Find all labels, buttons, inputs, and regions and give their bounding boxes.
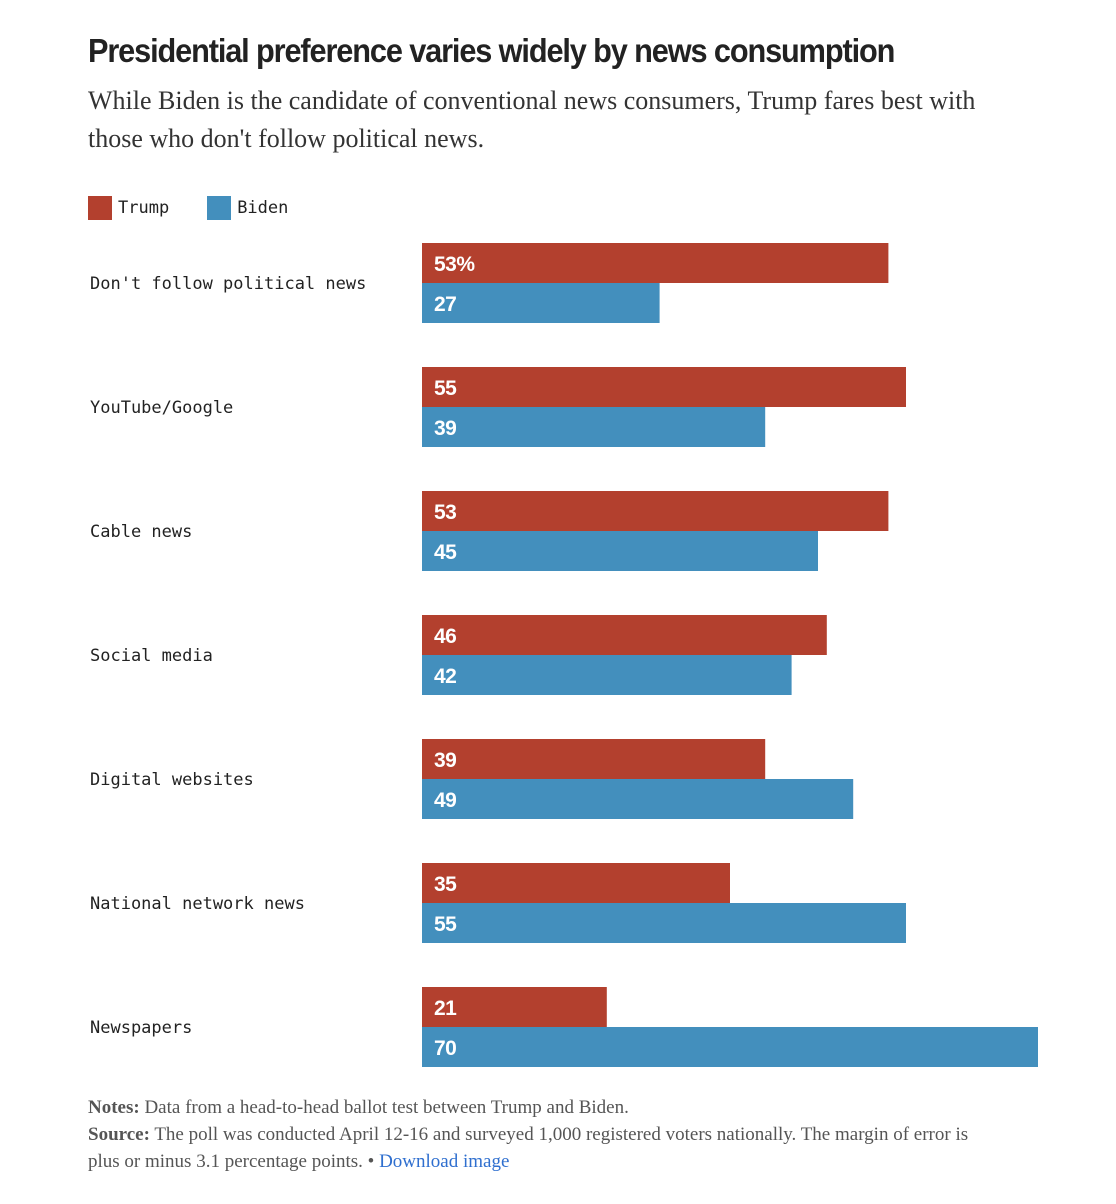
- source-line: Source: The poll was conducted April 12-…: [88, 1121, 988, 1175]
- chart-title: Presidential preference varies widely by…: [88, 32, 895, 69]
- notes-text: Data from a head-to-head ballot test bet…: [139, 1097, 629, 1118]
- value-label-biden-national-network-news: 55: [434, 913, 457, 936]
- bar-biden-cable-news: [422, 531, 818, 571]
- category-label-youtube-google: YouTube/Google: [90, 398, 233, 418]
- bar-trump-newspapers: [422, 987, 607, 1027]
- value-label-biden-newspapers: 70: [434, 1037, 456, 1060]
- category-label-national-network-news: National network news: [90, 894, 305, 914]
- notes-line: Notes: Data from a head-to-head ballot t…: [88, 1094, 988, 1121]
- legend-label-biden: Biden: [237, 198, 289, 218]
- bar-biden-newspapers: [422, 1027, 1038, 1067]
- value-label-biden-don-t-follow-political-news: 27: [434, 293, 456, 316]
- value-label-biden-cable-news: 45: [434, 541, 457, 564]
- download-image-link[interactable]: Download image: [379, 1151, 510, 1172]
- value-label-biden-digital-websites: 49: [434, 789, 456, 812]
- category-label-cable-news: Cable news: [90, 522, 192, 542]
- source-text: The poll was conducted April 12-16 and s…: [88, 1124, 969, 1172]
- bar-chart: Don't follow political news 53% 27 YouTube/…: [90, 243, 1038, 1067]
- value-label-biden-youtube-google: 39: [434, 417, 456, 440]
- category-label-digital-websites: Digital websites: [90, 770, 254, 790]
- legend: Trump Biden: [88, 196, 326, 220]
- bar-trump-national-network-news: [422, 863, 730, 903]
- bar-biden-youtube-google: [422, 407, 766, 447]
- notes-label: Notes:: [88, 1097, 140, 1118]
- value-label-trump-digital-websites: 39: [434, 749, 456, 772]
- value-label-trump-don-t-follow-political-news: 53%: [434, 253, 475, 276]
- legend-item-biden: Biden: [207, 196, 288, 220]
- bar-biden-don-t-follow-political-news: [422, 283, 660, 323]
- bar-trump-youtube-google: [422, 367, 906, 407]
- bar-trump-digital-websites: [422, 739, 766, 779]
- value-label-biden-social-media: 42: [434, 665, 456, 688]
- legend-label-trump: Trump: [118, 198, 170, 218]
- bar-trump-cable-news: [422, 491, 889, 531]
- legend-swatch-trump: [88, 196, 112, 220]
- category-label-don-t-follow-political-news: Don't follow political news: [90, 274, 366, 294]
- value-label-trump-youtube-google: 55: [434, 377, 457, 400]
- category-label-social-media: Social media: [90, 646, 213, 666]
- source-label: Source:: [88, 1124, 150, 1145]
- value-label-trump-cable-news: 53: [434, 501, 456, 524]
- category-label-newspapers: Newspapers: [90, 1018, 192, 1038]
- legend-swatch-biden: [207, 196, 232, 220]
- bar-biden-national-network-news: [422, 903, 906, 943]
- chart-subtitle: While Biden is the candidate of conventi…: [88, 86, 976, 153]
- chart-notes: Notes: Data from a head-to-head ballot t…: [88, 1094, 988, 1175]
- value-label-trump-social-media: 46: [434, 625, 456, 648]
- value-label-trump-national-network-news: 35: [434, 873, 457, 896]
- legend-item-trump: Trump: [88, 196, 169, 220]
- bar-trump-social-media: [422, 615, 827, 655]
- bar-trump-don-t-follow-political-news: [422, 243, 889, 283]
- value-label-trump-newspapers: 21: [434, 997, 457, 1020]
- bar-biden-social-media: [422, 655, 792, 695]
- bar-biden-digital-websites: [422, 779, 854, 819]
